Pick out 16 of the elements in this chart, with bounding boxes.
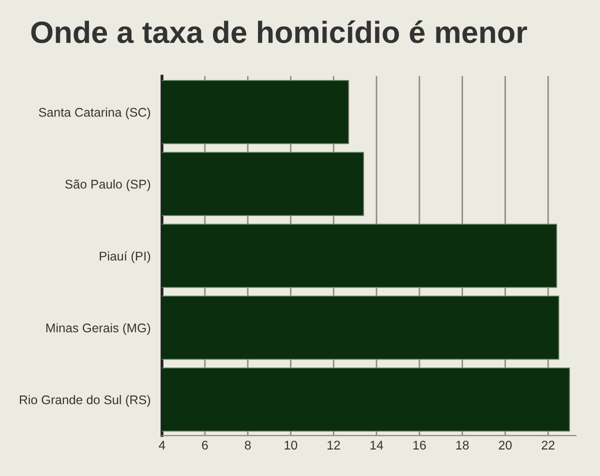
x-tick-label: 16 — [413, 440, 426, 450]
x-tick-label: 6 — [202, 440, 208, 450]
x-tick-label: 10 — [284, 440, 298, 450]
y-tick-label: São Paulo (SP) — [65, 179, 150, 192]
x-tick-label: 20 — [498, 440, 512, 450]
x-tick-label: 22 — [542, 440, 554, 450]
x-tick-label: 8 — [244, 440, 251, 450]
x-tick-label: 12 — [328, 440, 340, 450]
chart-title: Onde a taxa de homicídio é menor — [31, 20, 528, 44]
x-tick-label: 18 — [456, 440, 469, 450]
x-tick-label: 4 — [158, 440, 166, 450]
y-tick-label: Piauí (PI) — [100, 251, 150, 264]
y-tick-label: Rio Grande do Sul (RS) — [20, 395, 150, 407]
y-tick-label: Santa Catarina (SC) — [38, 108, 150, 120]
y-tick-label: Minas Gerais (MG) — [46, 323, 150, 335]
x-tick-label: 14 — [370, 440, 384, 450]
